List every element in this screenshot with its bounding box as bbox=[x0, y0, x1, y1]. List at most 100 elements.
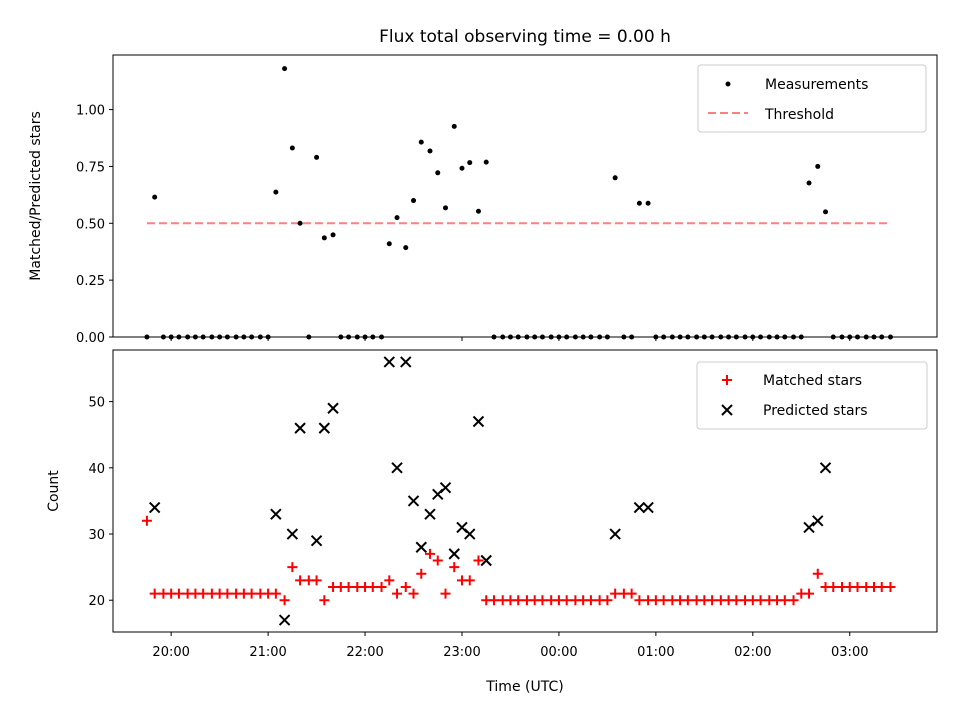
y-tick-label: 0.75 bbox=[76, 160, 105, 175]
measurement-point bbox=[791, 334, 797, 340]
matched-star-point bbox=[779, 595, 790, 606]
predicted-star-point bbox=[609, 528, 621, 540]
measurement-point bbox=[435, 170, 441, 176]
matched-star-point bbox=[537, 595, 548, 606]
legend-measurements-label: Measurements bbox=[765, 77, 868, 93]
bottom-x-ticks: 20:00 21:00 22:00 23:00 00:00 01:00 02:00 03:00 bbox=[152, 632, 868, 660]
measurement-point bbox=[636, 200, 642, 206]
chart-title: Flux total observing time = 0.00 h bbox=[379, 27, 671, 47]
matched-star-point bbox=[682, 595, 693, 606]
top-legend-box bbox=[697, 64, 927, 133]
matched-star-point bbox=[376, 581, 387, 592]
measurement-point bbox=[572, 334, 578, 340]
x-tick-label: 01:00 bbox=[637, 645, 674, 660]
top-legend: Measurements Threshold bbox=[697, 64, 927, 133]
measurement-point bbox=[597, 334, 603, 340]
measurement-point bbox=[152, 194, 158, 200]
matched-star-point bbox=[367, 581, 378, 592]
legend-predicted-marker bbox=[721, 404, 733, 416]
matched-star-point bbox=[788, 595, 799, 606]
y-tick-label: 30 bbox=[88, 528, 105, 543]
matched-star-point bbox=[311, 575, 322, 586]
measurement-point bbox=[192, 334, 198, 340]
bottom-y-ticks: 20 30 40 50 bbox=[88, 396, 113, 609]
measurement-point bbox=[774, 334, 780, 340]
measurement-point bbox=[394, 215, 400, 221]
legend-matched-marker bbox=[722, 375, 732, 385]
measurement-point bbox=[403, 245, 409, 251]
measurement-point bbox=[418, 139, 424, 145]
measurement-point bbox=[677, 334, 683, 340]
matched-star-point bbox=[424, 548, 435, 559]
measurement-point bbox=[168, 334, 174, 340]
measurement-point bbox=[241, 334, 247, 340]
measurement-point bbox=[306, 334, 312, 340]
measurement-point bbox=[580, 334, 586, 340]
y-tick-label: 0.25 bbox=[76, 274, 105, 289]
predicted-star-point bbox=[310, 534, 323, 547]
measurement-point bbox=[160, 334, 166, 340]
matched-star-point bbox=[141, 515, 152, 526]
top-y-ticks: 0.00 0.25 0.50 0.75 1.00 bbox=[76, 104, 113, 346]
x-tick-label: 20:00 bbox=[152, 645, 189, 660]
legend-predicted-symbol bbox=[721, 404, 733, 416]
measurement-point bbox=[612, 175, 618, 181]
measurement-points bbox=[144, 66, 893, 340]
measurement-point bbox=[330, 232, 336, 238]
matched-star-point bbox=[149, 588, 160, 599]
measurement-point bbox=[144, 334, 150, 340]
measurement-point bbox=[548, 334, 554, 340]
measurement-point bbox=[386, 241, 392, 247]
measurement-point bbox=[224, 334, 230, 340]
predicted-star-point bbox=[318, 422, 331, 434]
measurement-point bbox=[621, 334, 627, 340]
x-tick-label: 03:00 bbox=[831, 645, 868, 660]
measurement-point bbox=[314, 154, 320, 160]
measurement-point bbox=[459, 165, 465, 171]
measurement-point bbox=[685, 334, 691, 340]
measurement-point bbox=[766, 334, 772, 340]
predicted-star-point bbox=[819, 462, 832, 474]
top-y-axis-label: Matched/Predicted stars bbox=[28, 111, 44, 281]
predicted-star-point bbox=[400, 356, 412, 368]
measurement-point bbox=[289, 145, 295, 151]
measurement-point bbox=[847, 334, 853, 340]
matched-star-point bbox=[602, 595, 613, 606]
measurement-point bbox=[427, 148, 433, 154]
measurement-point bbox=[733, 334, 739, 340]
matched-star-point bbox=[449, 562, 460, 573]
measurement-point bbox=[653, 334, 659, 340]
matched-star-point bbox=[408, 588, 419, 599]
predicted-star-point bbox=[407, 495, 420, 507]
measurement-point bbox=[839, 334, 845, 340]
y-tick-label: 20 bbox=[88, 594, 105, 609]
measurement-point bbox=[346, 334, 352, 340]
measurement-point bbox=[798, 334, 804, 340]
measurement-point bbox=[823, 209, 829, 215]
matched-stars-points bbox=[141, 515, 896, 606]
measurement-point bbox=[532, 334, 538, 340]
measurement-point bbox=[742, 334, 748, 340]
bottom-legend-box bbox=[696, 361, 928, 430]
x-tick-label: 02:00 bbox=[734, 645, 771, 660]
predicted-star-point bbox=[148, 501, 161, 514]
measurement-point bbox=[556, 334, 562, 340]
matched-star-point bbox=[707, 595, 718, 606]
predicted-star-point bbox=[803, 521, 815, 534]
matched-star-point bbox=[173, 588, 184, 599]
measurement-point bbox=[726, 334, 732, 340]
measurement-point bbox=[871, 334, 877, 340]
matched-star-point bbox=[626, 588, 637, 599]
measurement-point bbox=[629, 334, 635, 340]
measurement-point bbox=[451, 123, 457, 129]
x-tick-label: 23:00 bbox=[443, 645, 480, 660]
measurement-point bbox=[750, 334, 756, 340]
measurement-point bbox=[758, 334, 764, 340]
matched-star-point bbox=[319, 595, 330, 606]
predicted-star-point bbox=[472, 415, 485, 428]
measurement-point bbox=[362, 334, 368, 340]
measurement-point bbox=[491, 334, 497, 340]
matched-star-point bbox=[279, 595, 290, 606]
matched-star-point bbox=[473, 555, 484, 566]
